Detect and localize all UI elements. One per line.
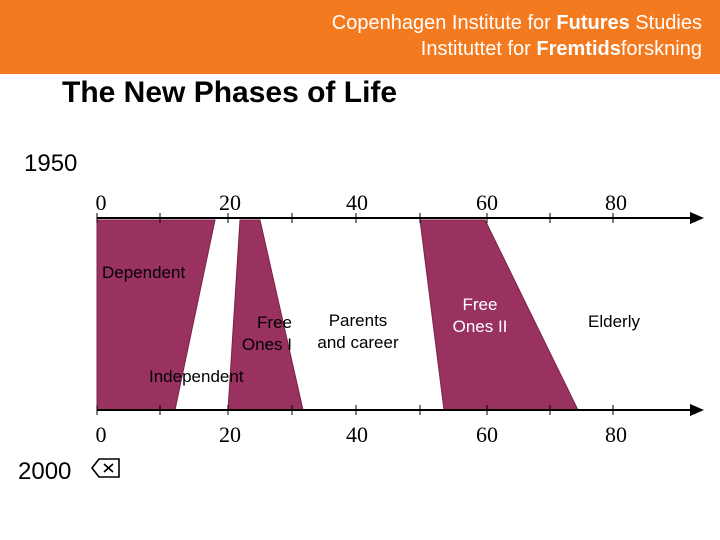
bottom-tick-marks — [96, 405, 614, 415]
institute-name-en: Copenhagen Institute for Futures Studies — [331, 12, 702, 34]
bottom-tick-label: 40 — [346, 422, 368, 447]
independent-label: Independent — [149, 367, 244, 386]
bottom-tick-label: 20 — [219, 422, 241, 447]
free-ones-2-label: Free Ones II — [452, 295, 508, 336]
dependent-label: Dependent — [102, 263, 186, 282]
top-axis-arrow — [690, 212, 704, 224]
top-tick-label: 80 — [605, 190, 627, 215]
institute-name-da: Instituttet for Fremtidsforskning — [420, 38, 702, 60]
bottom-tick-label: 60 — [476, 422, 498, 447]
top-tick-marks — [96, 213, 614, 223]
top-tick-label: 60 — [476, 190, 498, 215]
year-2000-label: 2000 — [18, 458, 72, 485]
bottom-tick-label: 0 — [95, 422, 107, 447]
parents-career-label: Parents and career — [317, 311, 399, 352]
bottom-axis-arrow — [690, 404, 704, 416]
free-ones-1-label: Free Ones I — [241, 313, 292, 354]
page-title: The New Phases of Life — [62, 76, 398, 109]
bottom-tick-label: 80 — [605, 422, 627, 447]
top-tick-label: 20 — [219, 190, 241, 215]
top-tick-label: 40 — [346, 190, 368, 215]
year-1950-label: 1950 — [24, 150, 78, 177]
top-tick-label: 0 — [95, 190, 107, 215]
header-banner: Copenhagen Institute for Futures Studies… — [0, 0, 720, 74]
delete-left-icon — [90, 458, 120, 478]
elderly-label: Elderly — [588, 312, 640, 331]
